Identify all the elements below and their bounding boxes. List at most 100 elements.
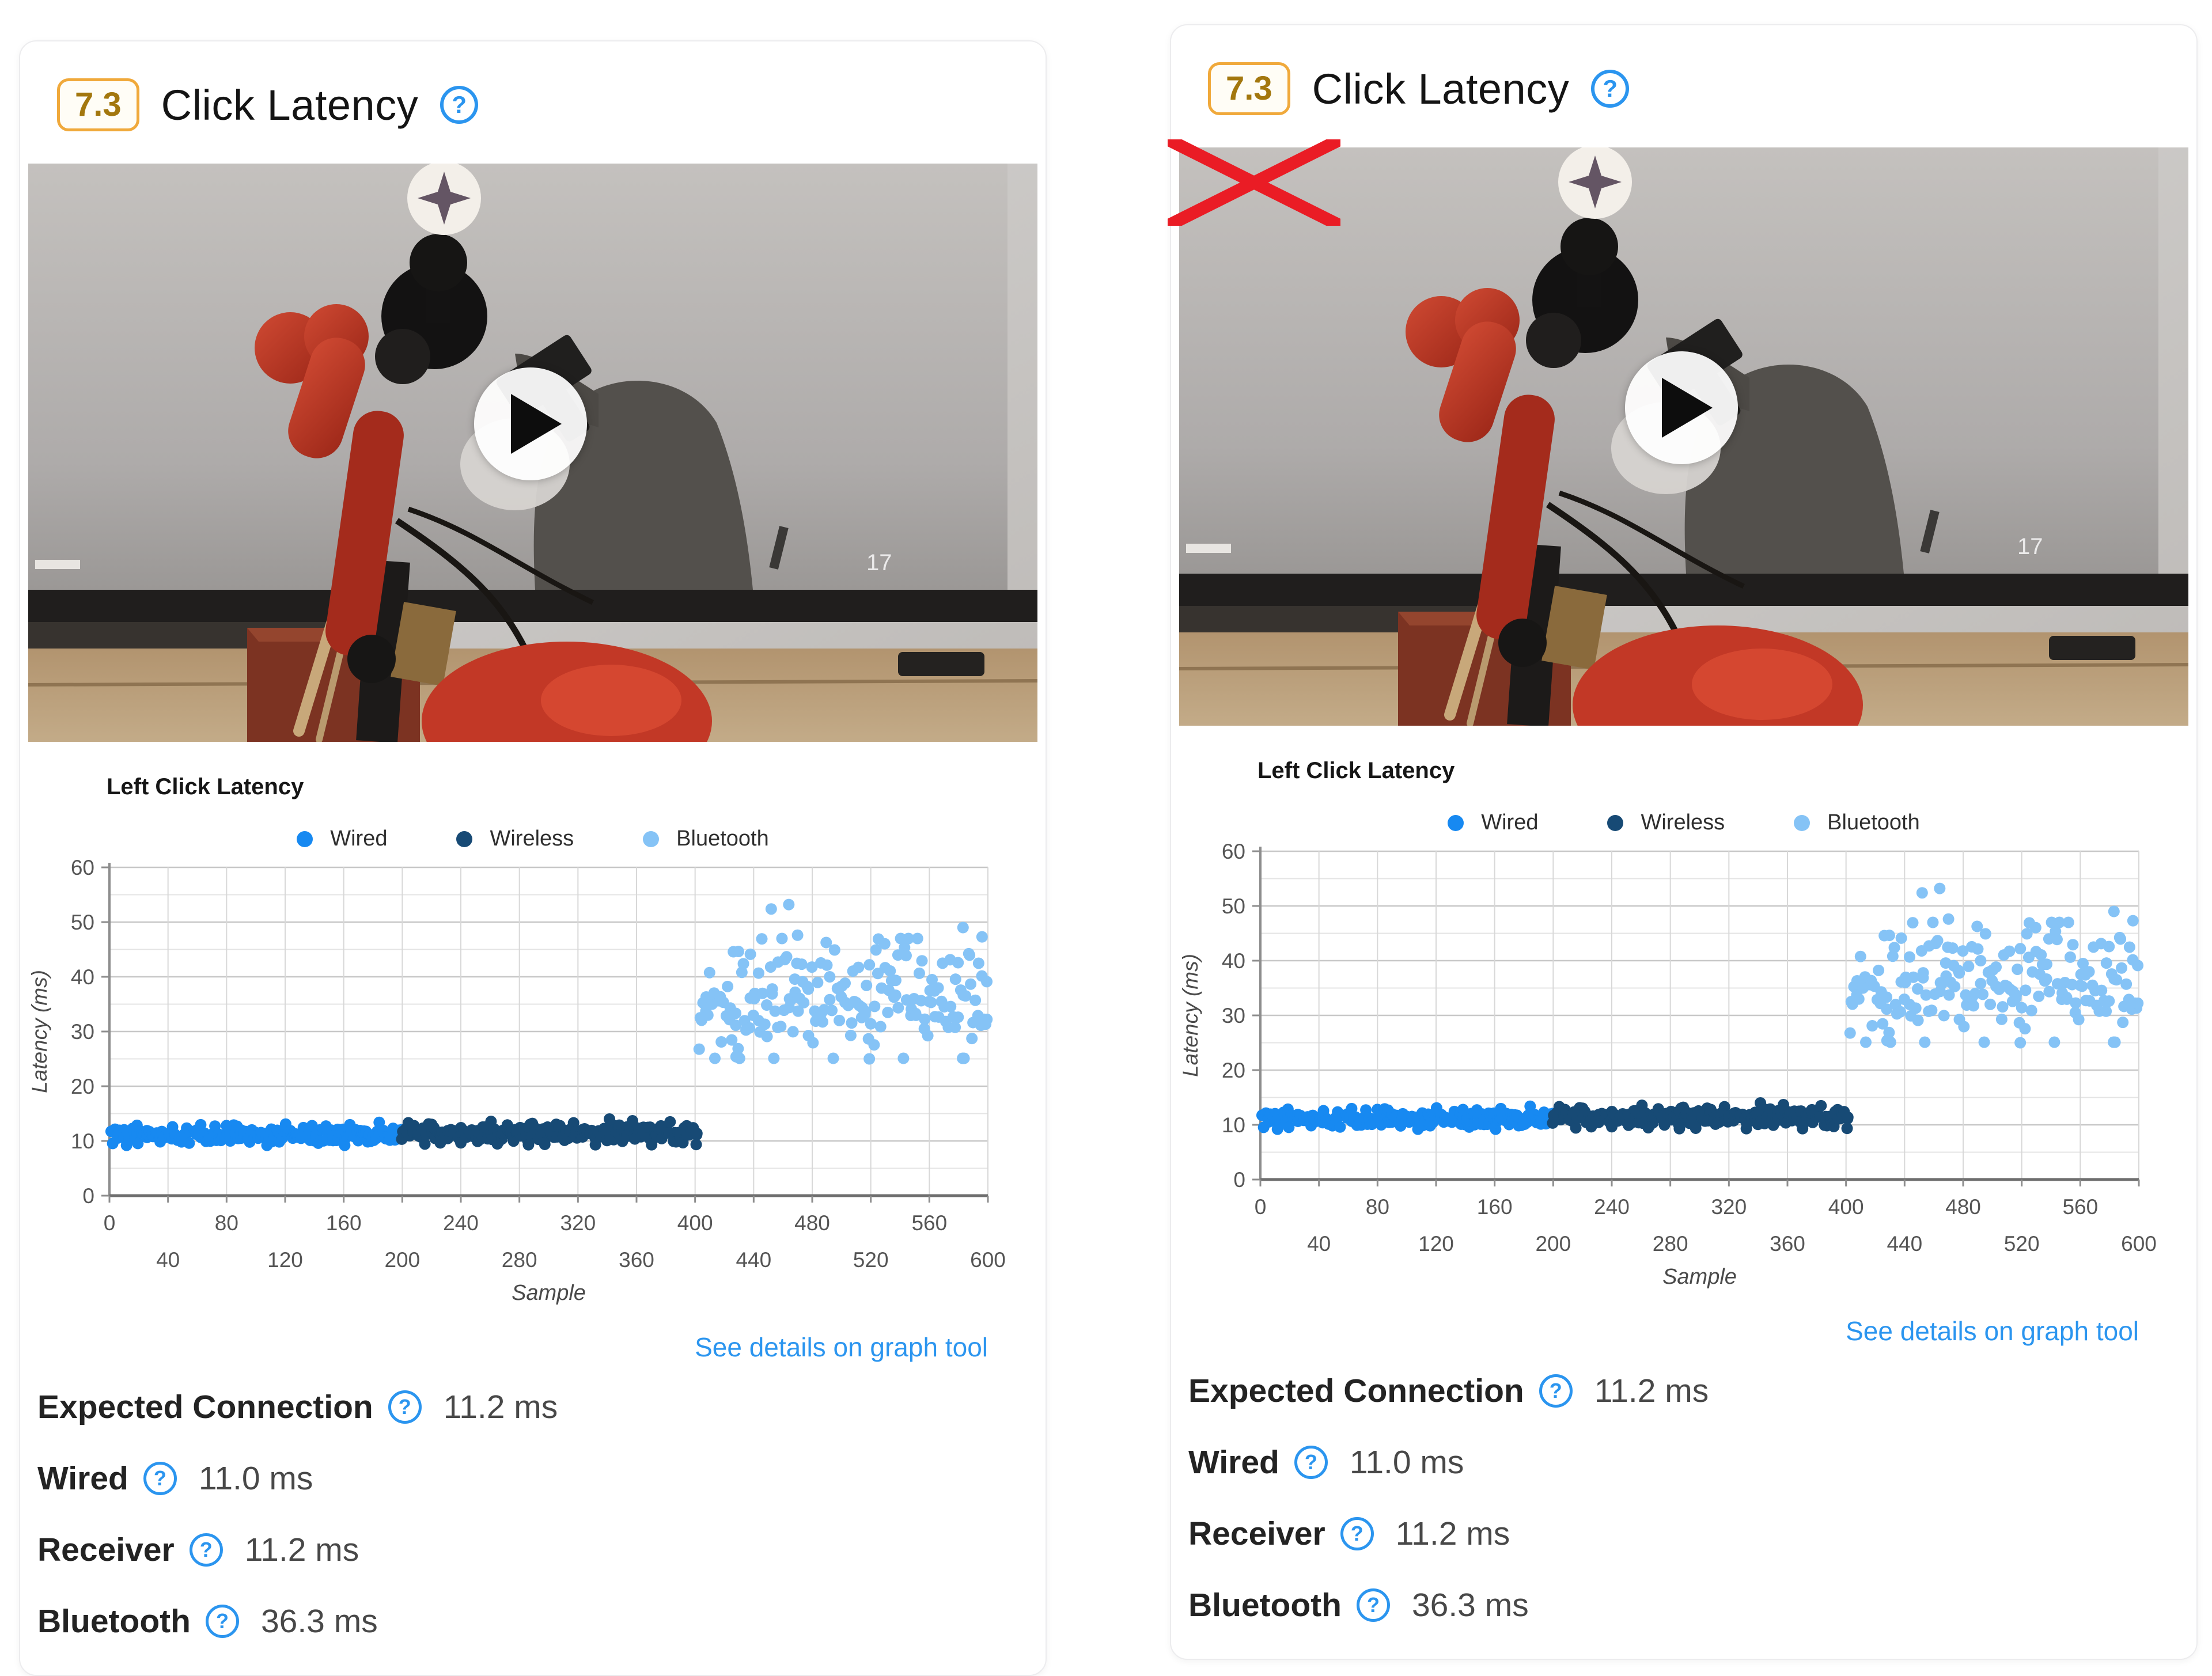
page-title: Click Latency — [161, 81, 419, 129]
help-icon[interactable]: ? — [1539, 1374, 1573, 1408]
play-button[interactable] — [474, 367, 588, 480]
y-axis-title: Latency (ms) — [28, 970, 51, 1093]
page-title: Click Latency — [1312, 65, 1570, 113]
video-thumbnail[interactable]: 17 — [1168, 139, 2188, 726]
legend-label: Bluetooth — [1827, 810, 1920, 835]
svg-text:280: 280 — [1653, 1232, 1688, 1256]
stat-label: Wired — [37, 1460, 128, 1497]
robot-arm — [255, 234, 487, 742]
link-row: See details on graph tool — [20, 1332, 988, 1363]
stat-row-bluetooth: Bluetooth ? 36.3 ms — [1188, 1586, 2196, 1624]
stat-row-wired: Wired ? 11.0 ms — [37, 1459, 1046, 1497]
svg-text:30: 30 — [1222, 1004, 1245, 1027]
score-badge: 7.3 — [57, 78, 139, 131]
help-icon[interactable]: ? — [388, 1390, 422, 1424]
help-icon[interactable]: ? — [1356, 1588, 1390, 1622]
x-axis-title: Sample — [512, 1281, 586, 1305]
tv-bottom-bezel — [1179, 574, 2188, 606]
tv-bottom-bezel — [28, 590, 1037, 622]
wireless-dot-icon — [1607, 814, 1624, 831]
svg-text:40: 40 — [71, 965, 94, 989]
graph-tool-link[interactable]: See details on graph tool — [1846, 1316, 2139, 1346]
desk-item — [898, 652, 984, 676]
help-icon[interactable]: ? — [1591, 70, 1630, 108]
svg-text:0: 0 — [82, 1184, 94, 1208]
legend-label: Wireless — [1641, 810, 1725, 835]
svg-text:320: 320 — [1711, 1195, 1747, 1219]
stat-row-receiver: Receiver ? 11.2 ms — [37, 1531, 1046, 1569]
svg-text:0: 0 — [1233, 1168, 1245, 1192]
flower-icon — [407, 164, 481, 235]
legend-label: Wired — [330, 826, 388, 851]
stat-row-receiver: Receiver ? 11.2 ms — [1188, 1515, 2196, 1553]
chart-title: Left Click Latency — [107, 774, 304, 799]
click-latency-card-right: 7.3 Click Latency ? — [1168, 24, 2198, 1660]
stat-label: Wired — [1188, 1444, 1279, 1481]
svg-text:360: 360 — [1770, 1232, 1805, 1256]
stat-value: 36.3 ms — [260, 1603, 378, 1640]
stats-list: Expected Connection ? 11.2 ms Wired ? 11… — [1188, 1372, 2196, 1659]
help-icon[interactable]: ? — [143, 1462, 177, 1495]
wired-dot-icon — [297, 831, 313, 847]
stat-row-expected-connection: Expected Connection ? 11.2 ms — [1188, 1372, 2196, 1410]
play-icon — [511, 393, 562, 454]
svg-text:40: 40 — [1307, 1232, 1331, 1256]
flower-icon — [1558, 147, 1632, 219]
svg-text:280: 280 — [502, 1248, 537, 1272]
graph-tool-link[interactable]: See details on graph tool — [695, 1332, 988, 1362]
card-header: 7.3 Click Latency ? — [1171, 25, 2196, 147]
legend-label: Bluetooth — [676, 826, 769, 851]
svg-text:20: 20 — [1222, 1059, 1245, 1082]
svg-text:80: 80 — [1366, 1195, 1389, 1219]
stat-row-expected-connection: Expected Connection ? 11.2 ms — [37, 1388, 1046, 1426]
svg-text:560: 560 — [2062, 1195, 2098, 1219]
help-icon[interactable]: ? — [1340, 1517, 1374, 1550]
stat-row-bluetooth: Bluetooth ? 36.3 ms — [37, 1602, 1046, 1640]
svg-text:0: 0 — [1255, 1195, 1267, 1219]
video-thumbnail[interactable]: 17 — [28, 164, 1037, 742]
stats-list: Expected Connection ? 11.2 ms Wired ? 11… — [37, 1388, 1046, 1675]
help-icon[interactable]: ? — [440, 86, 479, 124]
svg-text:320: 320 — [560, 1211, 596, 1235]
svg-text:600: 600 — [970, 1248, 1006, 1272]
svg-text:600: 600 — [2121, 1232, 2157, 1256]
video-timestamp: 17 — [866, 550, 892, 575]
legend-item-wired: Wired — [297, 826, 387, 851]
chart-block: Left Click Latency Wired Wireless Blueto… — [20, 774, 1046, 1363]
stat-value: 11.2 ms — [1395, 1515, 1510, 1552]
click-latency-card-left: 7.3 Click Latency ? — [19, 40, 1047, 1676]
svg-text:50: 50 — [71, 911, 94, 934]
person-silhouette — [1684, 365, 1904, 574]
svg-text:40: 40 — [1222, 949, 1245, 973]
stat-label: Receiver — [1188, 1515, 1325, 1552]
svg-text:200: 200 — [384, 1248, 420, 1272]
robot-arm-clamp — [1541, 586, 1607, 670]
desk-item — [2049, 636, 2135, 660]
legend-item-wireless: Wireless — [1607, 810, 1725, 835]
video-timestamp: 17 — [2017, 534, 2043, 559]
svg-text:80: 80 — [215, 1211, 238, 1235]
svg-text:560: 560 — [911, 1211, 947, 1235]
svg-text:520: 520 — [853, 1248, 889, 1272]
stat-value: 11.0 ms — [198, 1460, 313, 1497]
svg-text:120: 120 — [267, 1248, 303, 1272]
stat-value: 11.0 ms — [1349, 1444, 1464, 1481]
chart-title: Left Click Latency — [1257, 758, 1455, 783]
play-icon — [1662, 377, 1713, 438]
play-button[interactable] — [1625, 351, 1738, 464]
card-header: 7.3 Click Latency ? — [20, 41, 1046, 164]
svg-text:240: 240 — [1594, 1195, 1630, 1219]
svg-text:160: 160 — [1477, 1195, 1513, 1219]
bluetooth-dot-icon — [643, 831, 660, 847]
help-icon[interactable]: ? — [189, 1533, 223, 1567]
link-row: See details on graph tool — [1171, 1315, 2139, 1347]
stat-value: 11.2 ms — [1594, 1372, 1709, 1409]
help-icon[interactable]: ? — [1294, 1446, 1328, 1479]
screen-object — [1920, 510, 1940, 553]
stat-label: Expected Connection — [1188, 1372, 1524, 1409]
help-icon[interactable]: ? — [205, 1605, 239, 1638]
legend-item-wireless: Wireless — [456, 826, 574, 851]
svg-text:10: 10 — [71, 1129, 94, 1153]
robot-arm — [1406, 218, 1638, 726]
